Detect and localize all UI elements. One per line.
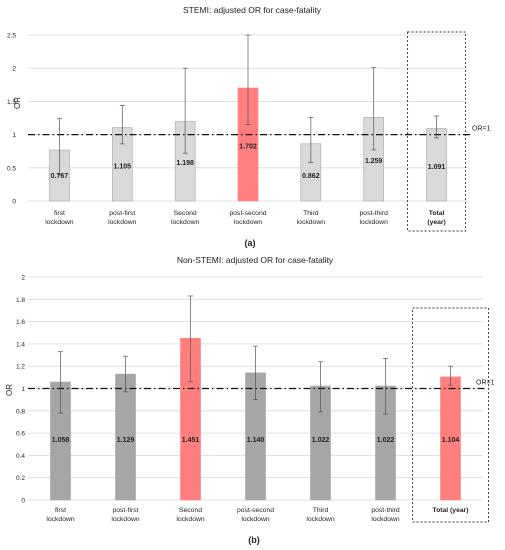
category-label: Total [429,210,445,217]
y-tick-label: 1.4 [16,341,25,348]
category-label: lockdown [306,516,335,523]
chart-panel-stemi: STEMI: adjusted OR for case-fatality OR … [7,5,491,248]
chart-panel-non-stemi: Non-STEMI: adjusted OR for case-fatality… [5,255,495,545]
data-label: 1.022 [312,437,330,444]
data-label: 0.862 [302,173,320,180]
y-tick-label: 1 [12,132,16,139]
y-tick-label: 0.8 [16,408,25,415]
panel-label: (b) [248,535,260,545]
category-label: post-third [360,210,389,217]
category-label: first [55,507,66,514]
category-label: lockdown [234,219,263,226]
category-label: post-second [237,507,274,514]
y-axis-label: OR [13,97,22,109]
y-axis-label: OR [5,384,14,396]
data-label: 1.058 [52,437,70,444]
y-tick-label: 1.5 [7,99,16,106]
panel-label: (a) [245,238,256,248]
y-tick-label: 1 [21,386,25,393]
y-tick-label: 0.6 [16,431,25,438]
y-tick-label: 1.8 [16,297,25,304]
category-label: post-first [112,507,138,514]
y-tick-label: 0.4 [16,453,25,460]
y-tick-label: 0.5 [7,165,16,172]
category-label: Second [179,507,202,514]
category-label: lockdown [46,516,75,523]
category-label: lockdown [108,219,137,226]
category-label: post-second [229,210,266,217]
category-label: Total (year) [432,507,468,514]
total-highlight-box [407,31,467,232]
chart-title: STEMI: adjusted OR for case-fatality [183,5,322,15]
category-label: lockdown [241,516,270,523]
category-label: lockdown [371,516,400,523]
data-label: 1.259 [365,158,383,165]
data-label: 1.140 [247,437,265,444]
data-label: 1.451 [182,437,200,444]
category-label: lockdown [297,219,326,226]
category-label: Third [313,507,329,514]
y-tick-label: 0 [21,498,25,505]
reference-line-label: OR=1 [476,380,495,387]
category-label: lockdown [176,516,205,523]
y-tick-label: 2 [12,66,16,73]
category-label: post-third [371,507,400,514]
category-label: lockdown [111,516,140,523]
category-label: lockdown [45,219,74,226]
data-label: 1.022 [377,437,395,444]
y-tick-label: 1.2 [16,364,25,371]
data-label: 1.105 [114,163,132,170]
total-highlight-box [412,307,489,523]
category-label: (year) [427,219,446,226]
data-label: 1.129 [117,437,135,444]
category-label: first [54,210,65,217]
data-label: 1.702 [239,143,257,150]
y-tick-label: 2.5 [7,33,16,40]
category-label: Second [174,210,197,217]
category-label: post-first [109,210,135,217]
y-tick-label: 0.2 [16,475,25,482]
category-label: Third [303,210,319,217]
y-tick-label: 1.6 [16,319,25,326]
chart-title: Non-STEMI: adjusted OR for case-fatality [177,255,334,265]
data-label: 1.091 [428,164,446,171]
data-label: 1.104 [442,437,460,444]
y-tick-label: 2 [21,275,25,282]
reference-line-label: OR=1 [472,126,491,133]
category-label: lockdown [360,219,389,226]
data-label: 1.198 [176,160,194,167]
y-tick-label: 0 [12,199,16,206]
data-label: 0.767 [51,173,69,180]
category-label: lockdown [171,219,200,226]
